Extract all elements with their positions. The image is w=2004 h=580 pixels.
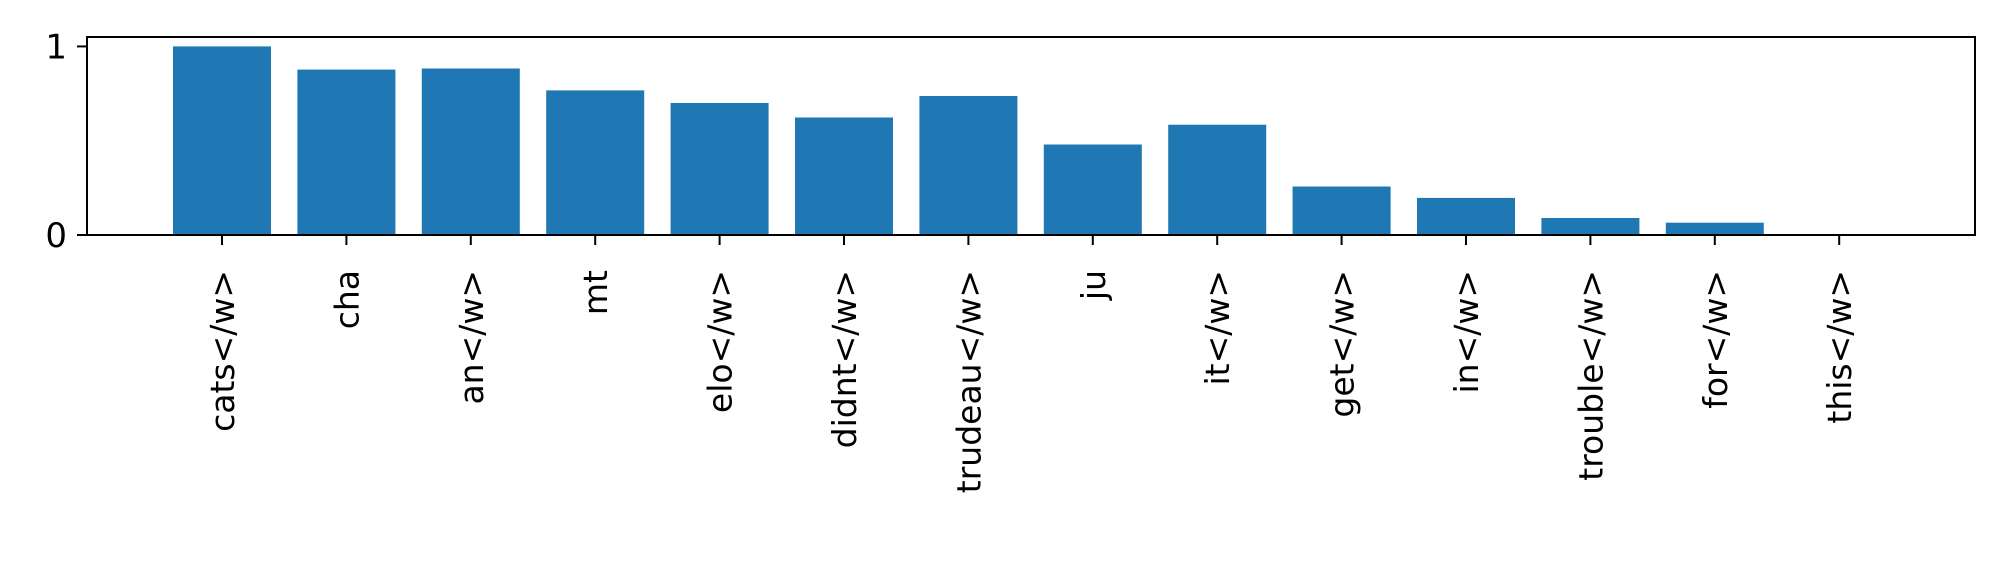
bar-10 (1417, 197, 1515, 235)
bar-7 (1043, 144, 1142, 235)
bar-4 (670, 103, 769, 235)
x-tick-label-10: in</w> (1447, 270, 1486, 394)
x-tick-label-11: trouble</w> (1571, 270, 1610, 481)
x-tick-label-6: trudeau</w> (949, 270, 988, 493)
x-tick-label-3: mt (576, 270, 615, 315)
x-tick-label-0: cats</w> (203, 270, 242, 432)
bars-layer (173, 46, 1764, 236)
x-axis: cats</w> cha an</w> mt elo</w> didnt</w> trude… (203, 235, 1859, 493)
x-tick-label-1: cha (327, 270, 366, 329)
x-tick-label-7: ju (1074, 270, 1113, 301)
x-tick-label-5: didnt</w> (825, 270, 864, 448)
bar-12 (1665, 222, 1764, 235)
bar-2 (421, 68, 520, 235)
bar-8 (1168, 124, 1267, 235)
bar-9 (1292, 186, 1391, 235)
bar-0 (173, 46, 271, 236)
x-tick-label-8: it</w> (1198, 270, 1237, 386)
y-tick-label-0: 0 (45, 216, 67, 256)
bar-11 (1541, 218, 1640, 235)
x-tick-label-12: for</w> (1696, 270, 1735, 409)
x-tick-label-4: elo</w> (701, 270, 740, 413)
plot-frame (86, 36, 1976, 236)
x-tick-label-9: get</w> (1323, 270, 1362, 418)
y-tick-label-1: 1 (45, 27, 67, 67)
bar-1 (297, 69, 396, 235)
bar-3 (546, 90, 645, 236)
x-tick-label-2: an</w> (452, 270, 491, 405)
bar-5 (795, 117, 893, 235)
y-axis: 01 (45, 27, 87, 256)
bar-6 (919, 96, 1018, 235)
x-tick-label-13: this</w> (1820, 270, 1859, 424)
